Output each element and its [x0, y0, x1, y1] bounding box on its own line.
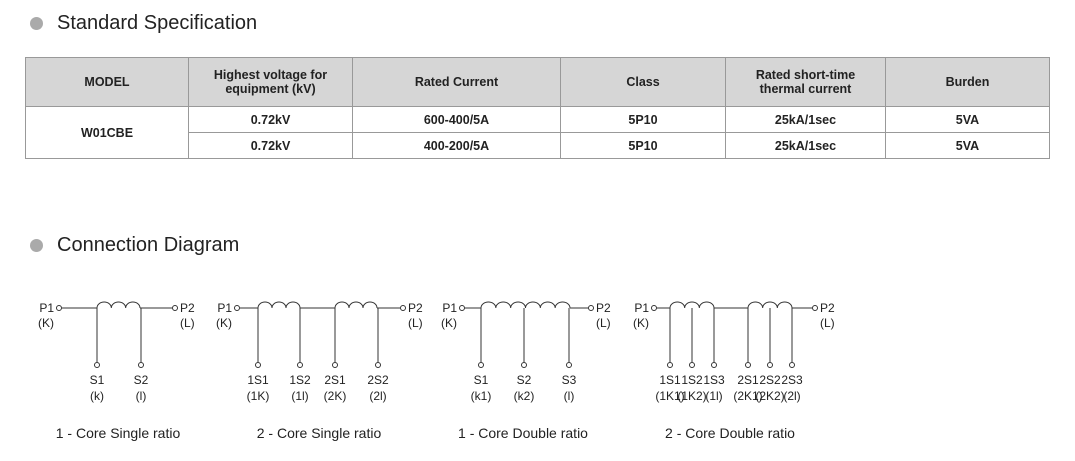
terminal-label: 2S3: [781, 373, 803, 387]
cell: 400-200/5A: [352, 132, 561, 159]
terminal-label: (2K): [324, 389, 347, 403]
terminal-label: (k2): [514, 389, 535, 403]
terminal: [588, 305, 594, 311]
terminal-label: 2S2: [367, 373, 389, 387]
terminal-label: (1l): [291, 389, 308, 403]
terminal: [234, 305, 240, 311]
terminal-label: S2: [517, 373, 532, 387]
cell: 0.72kV: [188, 106, 353, 133]
terminal-label: (2K2): [755, 389, 784, 403]
label: (L): [180, 316, 195, 330]
terminal: [651, 305, 657, 311]
terminal: [375, 362, 381, 368]
cell: 5VA: [885, 132, 1050, 159]
label: P2: [180, 301, 195, 315]
terminal-label: (1K1): [655, 389, 684, 403]
terminal: [138, 362, 144, 368]
terminal: [812, 305, 818, 311]
terminal: [789, 362, 795, 368]
terminal: [767, 362, 773, 368]
terminal-label: 1S3: [703, 373, 725, 387]
terminal: [521, 362, 527, 368]
label: P2: [820, 301, 835, 315]
terminal-label: S1: [474, 373, 489, 387]
terminal-label: 2S1: [737, 373, 759, 387]
terminal: [56, 305, 62, 311]
terminal-label: (2K1): [733, 389, 762, 403]
label: P2: [408, 301, 423, 315]
label: (K): [633, 316, 649, 330]
label: P1: [217, 301, 232, 315]
cell: 5P10: [560, 132, 726, 159]
terminal-label: S3: [562, 373, 577, 387]
label: P1: [442, 301, 457, 315]
terminal: [478, 362, 484, 368]
terminal-label: 1S2: [289, 373, 311, 387]
section-heading: Connection Diagram: [30, 234, 239, 257]
terminal-label: (1K): [247, 389, 270, 403]
terminal: [400, 305, 406, 311]
label: (L): [408, 316, 423, 330]
terminal: [172, 305, 178, 311]
terminal-label: (l): [564, 389, 575, 403]
caption: 1 - Core Double ratio: [458, 425, 588, 441]
coil: [96, 301, 141, 309]
caption: 2 - Core Double ratio: [665, 425, 795, 441]
terminal: [745, 362, 751, 368]
terminal-label: 2S2: [759, 373, 781, 387]
heading-text: Standard Specification: [57, 12, 258, 34]
terminal: [255, 362, 261, 368]
label: (K): [38, 316, 54, 330]
terminal-label: 2S1: [324, 373, 346, 387]
terminal-label: S1: [90, 373, 105, 387]
coil: [669, 301, 715, 309]
label: P1: [39, 301, 54, 315]
heading-text: Connection Diagram: [57, 234, 240, 256]
header-cell: MODEL: [25, 57, 189, 107]
coil: [480, 301, 571, 309]
label: P1: [634, 301, 649, 315]
terminal-label: (2l): [369, 389, 386, 403]
terminal-label: 1S2: [681, 373, 703, 387]
terminal-label: (k1): [471, 389, 492, 403]
terminal-label: (1l): [705, 389, 722, 403]
header-cell: Highest voltage for equipment (kV): [188, 57, 353, 107]
terminal-label: (l): [136, 389, 147, 403]
header-cell: Rated short-time thermal current: [725, 57, 886, 107]
terminal: [297, 362, 303, 368]
label: (L): [596, 316, 611, 330]
spec-table: MODEL Highest voltage for equipment (kV) …: [25, 57, 1050, 159]
coil: [257, 301, 301, 309]
terminal-label: (1K2): [677, 389, 706, 403]
cell: W01CBE: [25, 106, 189, 159]
header-cell: Burden: [885, 57, 1050, 107]
terminal-label: S2: [134, 373, 149, 387]
terminal: [94, 362, 100, 368]
caption: 1 - Core Single ratio: [56, 425, 181, 441]
terminal: [711, 362, 717, 368]
terminal: [667, 362, 673, 368]
coil: [747, 301, 793, 309]
terminal: [332, 362, 338, 368]
caption: 2 - Core Single ratio: [257, 425, 382, 441]
terminal-label: 1S1: [659, 373, 681, 387]
terminal: [566, 362, 572, 368]
cell: 0.72kV: [188, 132, 353, 159]
section-heading: Standard Specification: [30, 12, 257, 35]
label: (K): [441, 316, 457, 330]
terminal: [689, 362, 695, 368]
label: (K): [216, 316, 232, 330]
cell: 25kA/1sec: [725, 132, 886, 159]
header-row: MODEL Highest voltage for equipment (kV) …: [25, 57, 1050, 107]
label: (L): [820, 316, 835, 330]
terminal-label: 1S1: [247, 373, 269, 387]
terminal-label: (2l): [783, 389, 800, 403]
row: 0.72kV 400-200/5A 5P10 25kA/1sec 5VA: [26, 132, 1050, 159]
terminal: [459, 305, 465, 311]
terminal-label: (k): [90, 389, 104, 403]
label: P2: [596, 301, 611, 315]
coil: [334, 301, 378, 309]
